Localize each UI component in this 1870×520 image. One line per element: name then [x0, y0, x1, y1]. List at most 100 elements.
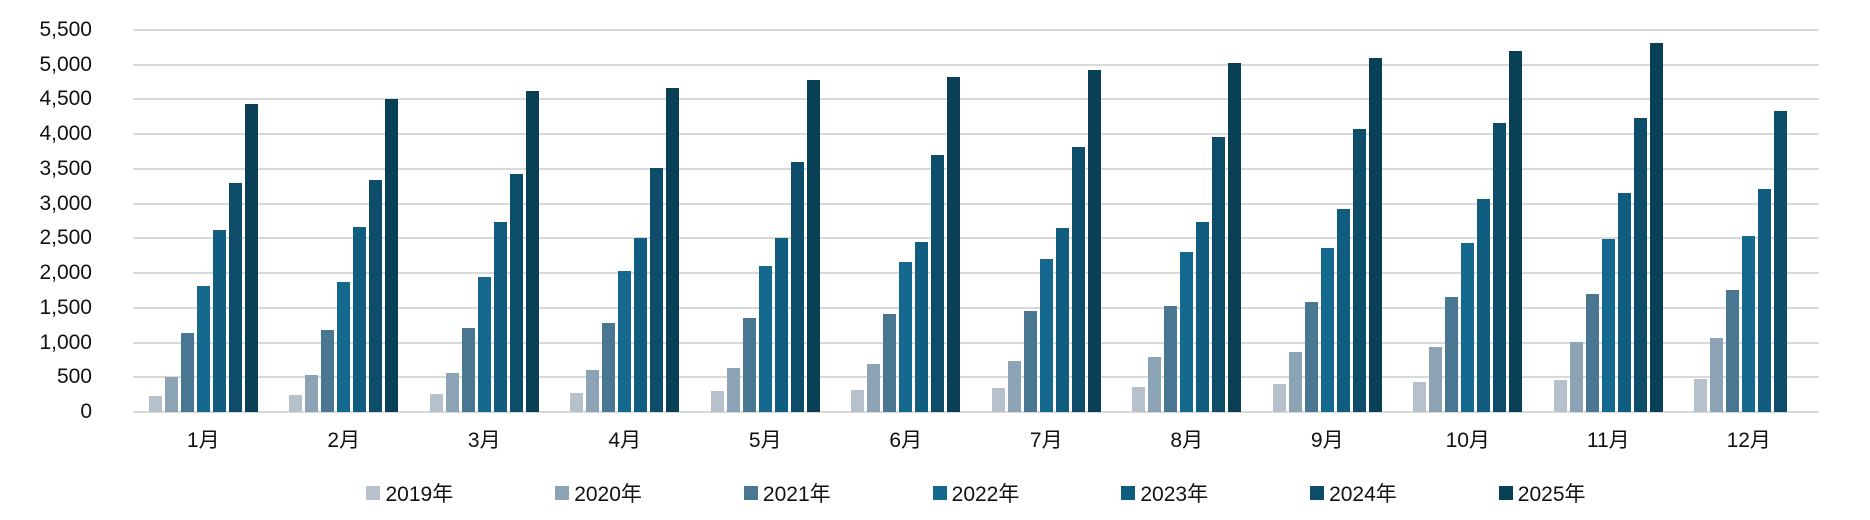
bar-group: [1538, 30, 1679, 412]
bar: [586, 370, 600, 412]
gridline: [133, 341, 1819, 344]
bar: [509, 174, 523, 412]
bar: [1742, 236, 1756, 412]
x-tick-label: 11月: [1586, 429, 1630, 452]
bar-group: [1398, 30, 1539, 412]
bar: [1710, 338, 1724, 412]
gridline: [133, 237, 1819, 240]
bar: [1509, 51, 1523, 412]
bar: [1493, 123, 1507, 412]
bar: [774, 237, 788, 412]
bar: [445, 373, 459, 412]
bar: [1023, 310, 1037, 412]
bar: [1228, 63, 1242, 412]
bar: [1320, 248, 1334, 412]
gridline: [133, 29, 1819, 31]
bar: [1617, 192, 1631, 412]
bar: [244, 104, 258, 412]
legend-item: 2023年: [1121, 478, 1208, 508]
bar: [493, 222, 507, 412]
y-tick-label: 4,000: [39, 122, 92, 146]
bar: [1352, 129, 1366, 412]
y-tick-label: 3,500: [39, 156, 92, 180]
bar: [525, 91, 539, 412]
x-tick-label: 5月: [748, 429, 782, 452]
bar: [1196, 222, 1210, 412]
bar-group: [695, 30, 836, 412]
bar: [337, 282, 351, 412]
gridline: [133, 63, 1819, 66]
legend-swatch-icon: [555, 486, 570, 500]
y-tick-label: 5,500: [39, 18, 92, 41]
bar: [790, 161, 804, 412]
bar: [1368, 58, 1382, 412]
legend-label: 2023年: [1140, 483, 1209, 506]
bar: [867, 364, 881, 412]
bar: [1429, 346, 1443, 412]
bar: [1164, 306, 1178, 412]
bar: [1445, 297, 1459, 412]
bar: [1569, 341, 1583, 412]
gridline: [133, 167, 1819, 170]
bar: [1087, 69, 1101, 412]
legend-label: 2025年: [1517, 483, 1586, 506]
bar: [883, 313, 897, 412]
y-tick-label: 5,000: [39, 52, 92, 76]
bar: [650, 167, 664, 412]
bar: [1288, 352, 1302, 412]
bar: [1007, 361, 1021, 412]
x-tick-label: 2月: [327, 429, 361, 452]
bar: [806, 80, 820, 412]
bar: [710, 391, 724, 412]
x-tick-label: 9月: [1310, 429, 1344, 452]
bar-group: [1679, 30, 1820, 412]
y-tick-label: 1,000: [39, 330, 92, 354]
bar: [477, 277, 491, 412]
bar-group: [836, 30, 977, 412]
bar: [1585, 293, 1599, 412]
legend-swatch-icon: [1310, 486, 1325, 500]
bar: [1774, 110, 1788, 412]
bar: [212, 230, 226, 412]
bar: [1477, 199, 1491, 412]
bar: [758, 266, 772, 412]
bar: [1461, 242, 1475, 412]
bar-groups: [133, 30, 1819, 412]
x-tick-label: 12月: [1726, 429, 1771, 452]
bar: [851, 390, 865, 412]
gridline: [133, 306, 1819, 309]
bar-group: [1257, 30, 1398, 412]
legend-item: 2020年: [555, 478, 642, 508]
y-tick-label: 0: [80, 400, 92, 423]
gridline: [133, 272, 1819, 275]
y-tick-label: 2,000: [39, 261, 92, 285]
y-tick-label: 500: [56, 365, 92, 389]
legend-swatch-icon: [932, 486, 947, 500]
bar: [180, 332, 194, 412]
bar: [228, 183, 242, 412]
plot-area: [133, 29, 1819, 413]
x-tick-label: 10月: [1445, 429, 1490, 452]
bar: [1694, 379, 1708, 412]
x-tick-label: 4月: [608, 429, 642, 452]
legend-label: 2021年: [762, 483, 831, 506]
legend-item: 2022年: [932, 478, 1019, 508]
x-tick-label: 3月: [467, 429, 501, 452]
legend-swatch-icon: [1121, 486, 1136, 500]
bar: [1055, 227, 1069, 412]
bar: [726, 367, 740, 412]
legend-item: 2019年: [366, 478, 453, 508]
x-tick-label: 7月: [1029, 429, 1063, 452]
bar: [991, 388, 1005, 412]
bar-group: [976, 30, 1117, 412]
legend-label: 2020年: [574, 483, 642, 506]
bar: [461, 327, 475, 412]
legend: 2019年 2020年 2021年 2022年 2023年 2024年 2025年: [133, 478, 1819, 508]
bar: [947, 76, 961, 412]
bar-group: [555, 30, 696, 412]
bar: [1336, 208, 1350, 412]
x-tick-label: 6月: [889, 429, 923, 452]
x-axis: 1月 2月 3月 4月 5月 6月 7月 8月 9月 10月 11月 12月: [133, 424, 1819, 454]
bar: [1633, 117, 1647, 412]
